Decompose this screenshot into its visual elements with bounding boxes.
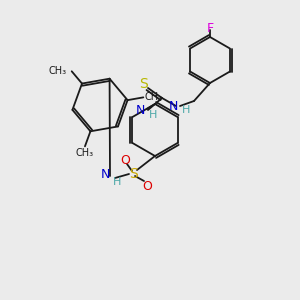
Text: S: S — [129, 167, 137, 181]
Text: N: N — [136, 103, 145, 116]
Text: H: H — [113, 177, 121, 187]
Text: H: H — [149, 110, 157, 120]
Text: H: H — [182, 105, 190, 115]
Text: CH₃: CH₃ — [144, 92, 162, 102]
Text: CH₃: CH₃ — [76, 148, 94, 158]
Text: O: O — [142, 181, 152, 194]
Text: CH₃: CH₃ — [49, 66, 67, 76]
Text: N: N — [169, 100, 178, 112]
Text: N: N — [100, 167, 110, 181]
Text: O: O — [120, 154, 130, 166]
Text: F: F — [206, 22, 214, 34]
Text: S: S — [140, 77, 148, 91]
